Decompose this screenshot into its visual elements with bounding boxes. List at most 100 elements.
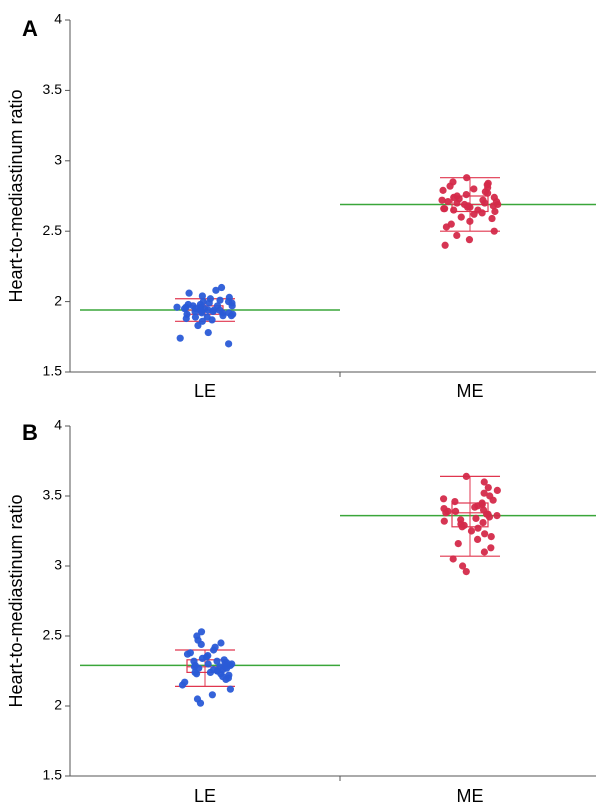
y-tick-label: 2.5 xyxy=(43,627,63,643)
data-point xyxy=(493,486,501,494)
data-point xyxy=(186,649,194,657)
data-point xyxy=(467,527,476,535)
data-point xyxy=(213,657,221,665)
y-tick-label: 2 xyxy=(54,697,62,713)
x-tick-label: LE xyxy=(194,381,216,401)
data-point xyxy=(474,524,482,532)
data-point xyxy=(183,310,191,318)
data-point xyxy=(449,555,457,563)
data-point xyxy=(204,660,212,668)
data-point xyxy=(449,178,457,186)
data-point xyxy=(206,295,215,303)
data-point xyxy=(212,286,220,294)
x-tick-label: LE xyxy=(194,786,216,806)
data-point xyxy=(462,568,470,576)
y-axis-label: Heart-to-mediastinum ratio xyxy=(6,89,26,302)
data-point xyxy=(462,190,470,199)
data-point xyxy=(466,217,474,225)
data-point xyxy=(460,200,469,209)
data-point xyxy=(204,328,212,337)
data-point xyxy=(474,206,482,214)
data-point xyxy=(454,540,462,548)
data-point xyxy=(225,293,233,301)
data-point xyxy=(487,533,495,541)
data-point xyxy=(478,499,486,507)
data-point xyxy=(213,302,222,310)
data-point xyxy=(487,544,495,552)
data-point xyxy=(490,227,498,235)
data-point xyxy=(447,220,455,228)
data-point xyxy=(181,678,189,686)
y-tick-label: 3.5 xyxy=(43,487,63,503)
data-point xyxy=(225,671,233,679)
x-tick-label: ME xyxy=(457,381,484,401)
panel-label: B xyxy=(22,420,38,445)
data-point xyxy=(488,214,496,223)
data-point xyxy=(440,205,448,213)
data-point xyxy=(197,628,206,636)
y-tick-label: 3 xyxy=(54,557,62,573)
data-point xyxy=(479,506,488,514)
data-point xyxy=(450,206,458,214)
data-point xyxy=(484,484,492,492)
data-point xyxy=(480,489,488,497)
data-point xyxy=(216,296,224,304)
data-point xyxy=(481,530,489,538)
data-point xyxy=(453,231,461,240)
data-point xyxy=(441,241,449,249)
data-point xyxy=(225,340,233,348)
data-point xyxy=(493,511,501,520)
data-point xyxy=(491,207,499,216)
data-point xyxy=(479,196,487,204)
data-point xyxy=(439,186,447,194)
y-tick-label: 1.5 xyxy=(43,363,63,379)
data-point xyxy=(463,174,471,182)
y-tick-label: 1.5 xyxy=(43,767,63,783)
data-point xyxy=(480,548,488,556)
data-point xyxy=(472,514,480,523)
y-axis-label: Heart-to-mediastinum ratio xyxy=(6,494,26,707)
data-point xyxy=(440,517,448,525)
data-point xyxy=(457,516,465,524)
data-point xyxy=(439,495,448,503)
data-point xyxy=(191,313,200,321)
data-point xyxy=(459,562,467,570)
data-point xyxy=(490,193,498,202)
panel-label: A xyxy=(22,16,38,41)
data-point xyxy=(453,192,461,200)
data-point xyxy=(451,498,459,506)
data-point xyxy=(465,236,474,244)
data-point xyxy=(457,213,465,221)
data-point xyxy=(220,656,228,664)
data-point xyxy=(211,643,219,651)
data-point xyxy=(484,179,492,187)
y-tick-label: 2 xyxy=(54,292,62,308)
y-tick-label: 3.5 xyxy=(43,81,63,97)
data-point xyxy=(209,666,218,674)
data-point xyxy=(480,478,488,486)
panel-b: B Heart-to-mediastinum ratio 1.5 2 2.5 3 3.5 4 L… xyxy=(6,417,596,806)
data-point xyxy=(208,691,216,699)
data-point xyxy=(193,632,201,640)
y-tick-label: 4 xyxy=(54,417,62,433)
data-point xyxy=(462,472,470,480)
data-point xyxy=(216,663,224,671)
data-point xyxy=(225,309,233,317)
data-point xyxy=(190,657,198,665)
data-point xyxy=(173,303,181,311)
y-tick-label: 3 xyxy=(54,152,62,168)
data-point xyxy=(440,505,448,513)
data-point xyxy=(199,298,207,306)
data-point xyxy=(204,652,212,660)
data-point xyxy=(193,695,202,703)
data-point xyxy=(203,313,211,321)
data-point xyxy=(198,292,206,300)
data-point xyxy=(444,198,452,206)
data-point xyxy=(217,639,225,647)
data-point xyxy=(479,519,487,527)
data-point xyxy=(184,300,192,309)
data-point xyxy=(185,289,193,297)
data-point xyxy=(452,507,460,515)
data-point xyxy=(486,492,494,500)
